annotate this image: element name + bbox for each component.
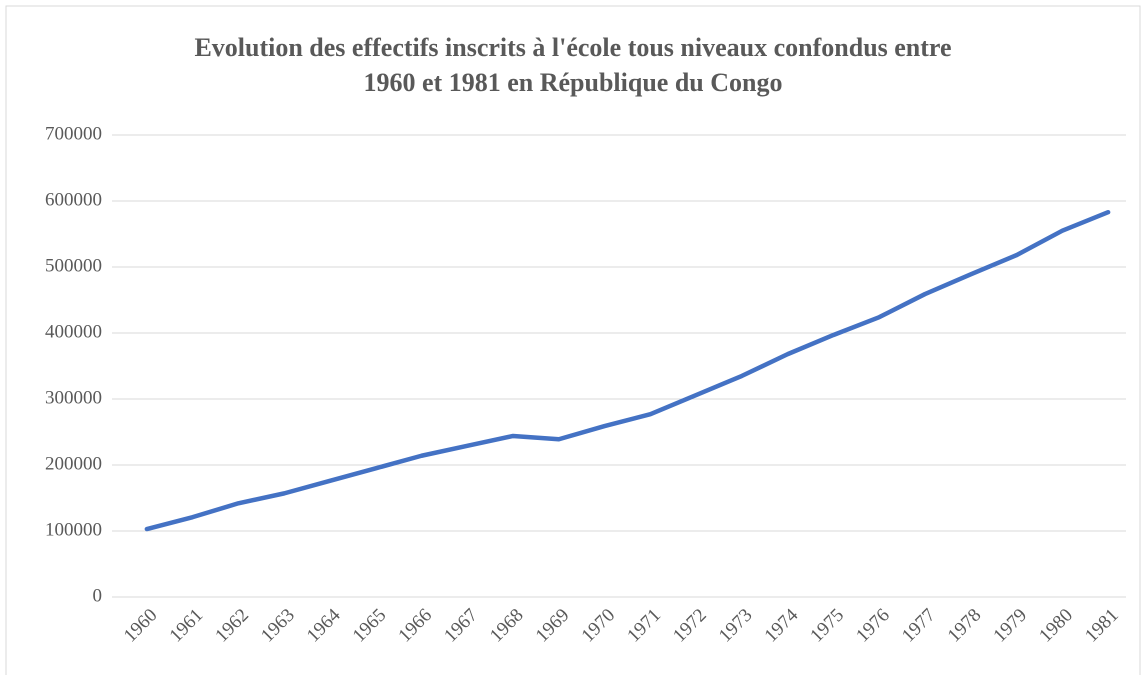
x-tick-label: 1974 xyxy=(761,604,803,646)
y-tick-label: 0 xyxy=(93,585,103,606)
x-tick-label: 1965 xyxy=(349,605,391,647)
x-tick-label: 1964 xyxy=(303,604,345,646)
x-tick-label: 1972 xyxy=(669,605,711,647)
x-tick-label: 1973 xyxy=(715,605,757,647)
x-tick-label: 1979 xyxy=(989,605,1031,647)
x-tick-label: 1967 xyxy=(440,605,482,647)
x-tick-label: 1976 xyxy=(852,605,894,647)
y-tick-label: 300000 xyxy=(45,387,102,408)
x-tick-label: 1966 xyxy=(394,605,436,647)
line-series xyxy=(144,209,1111,532)
x-tick-label: 1968 xyxy=(486,605,528,647)
y-tick-label: 400000 xyxy=(45,321,102,342)
chart-border xyxy=(5,5,1141,675)
y-tick-label: 600000 xyxy=(45,189,102,210)
y-tick-label: 100000 xyxy=(45,519,102,540)
x-tick-label: 1960 xyxy=(120,605,162,647)
y-tick-label: 200000 xyxy=(45,453,102,474)
x-tick-label: 1963 xyxy=(257,605,299,647)
y-tick-label: 500000 xyxy=(45,255,102,276)
x-tick-label: 1962 xyxy=(211,605,253,647)
x-tick-label: 1971 xyxy=(623,605,665,647)
chart-title: Evolution des effectifs inscrits à l'éco… xyxy=(194,33,952,97)
x-tick-label: 1977 xyxy=(898,605,940,647)
x-tick-label: 1978 xyxy=(944,605,986,647)
x-tick-label: 1969 xyxy=(532,605,574,647)
x-tick-label: 1970 xyxy=(578,605,620,647)
y-tick-label: 700000 xyxy=(45,123,102,144)
x-tick-label: 1961 xyxy=(166,605,208,647)
x-tick-label: 1981 xyxy=(1081,605,1123,647)
x-tick-label: 1975 xyxy=(806,605,848,647)
x-tick-label: 1980 xyxy=(1035,605,1077,647)
